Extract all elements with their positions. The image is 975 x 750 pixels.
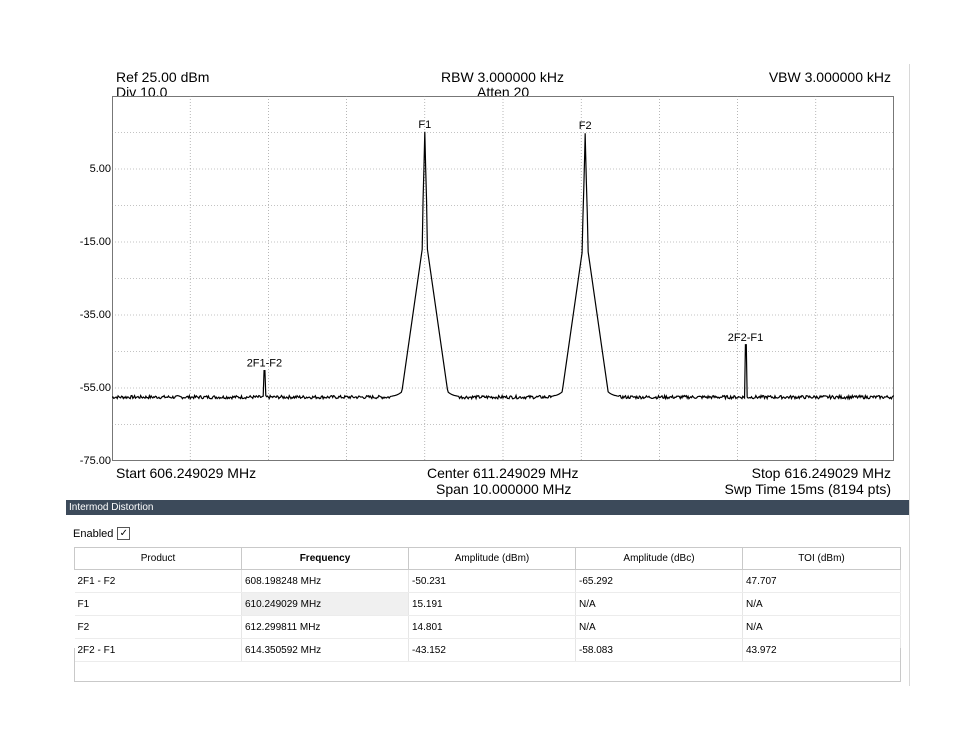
span-label: Span 10.000000 MHz — [436, 481, 572, 497]
spectrum-plot: 2F1-F2 F1 F2 2F2-F1 — [112, 96, 894, 461]
table-row[interactable]: F2 612.299811 MHz 14.801 N/A N/A — [74, 615, 901, 639]
cell-frequency: 614.350592 MHz — [241, 638, 409, 662]
panel-title: Intermod Distortion — [66, 500, 909, 515]
y-tick-label: -35.00 — [79, 309, 111, 321]
enabled-label: Enabled — [73, 527, 114, 540]
cell-amplitude-dbm: -43.152 — [408, 638, 576, 662]
vbw-label: VBW 3.000000 kHz — [768, 69, 891, 85]
col-frequency[interactable]: Frequency — [241, 547, 409, 570]
intermod-panel: Intermod Distortion Enabled ✓ Product Fr… — [66, 500, 909, 686]
cell-toi: N/A — [742, 615, 901, 639]
marker-label: 2F1-F2 — [247, 358, 282, 370]
cell-amplitude-dbm: -50.231 — [408, 569, 576, 593]
rbw-label: RBW 3.000000 kHz — [441, 69, 564, 85]
marker-label: F1 — [418, 119, 431, 131]
table-empty-area — [74, 648, 901, 682]
table-row[interactable]: 2F2 - F1 614.350592 MHz -43.152 -58.083 … — [74, 638, 901, 662]
intermod-table: Product Frequency Amplitude (dBm) Amplit… — [74, 547, 901, 662]
marker-label: F2 — [579, 120, 592, 132]
y-tick-label: -75.00 — [79, 455, 111, 467]
enabled-toggle[interactable]: Enabled ✓ — [73, 527, 131, 540]
cell-frequency: 608.198248 MHz — [241, 569, 409, 593]
col-product[interactable]: Product — [74, 547, 242, 570]
marker-group: 2F1-F2 F1 F2 2F2-F1 — [247, 119, 764, 370]
stop-freq: Stop 616.249029 MHz — [751, 465, 891, 481]
cell-product: 2F1 - F2 — [74, 569, 242, 593]
cell-amplitude-dbc: -58.083 — [575, 638, 743, 662]
cell-frequency: 610.249029 MHz — [241, 592, 409, 616]
cell-amplitude-dbc: N/A — [575, 592, 743, 616]
sweep-time: Swp Time 15ms (8194 pts) — [724, 481, 891, 497]
y-tick-label: -15.00 — [79, 236, 111, 248]
cell-amplitude-dbm: 15.191 — [408, 592, 576, 616]
cell-product: 2F2 - F1 — [74, 638, 242, 662]
cell-amplitude-dbc: -65.292 — [575, 569, 743, 593]
cell-product: F2 — [74, 615, 242, 639]
plot-grid — [112, 96, 894, 461]
cell-amplitude-dbc: N/A — [575, 615, 743, 639]
cell-amplitude-dbm: 14.801 — [408, 615, 576, 639]
cell-toi: 47.707 — [742, 569, 901, 593]
col-amplitude-dbc[interactable]: Amplitude (dBc) — [575, 547, 743, 570]
col-toi[interactable]: TOI (dBm) — [742, 547, 901, 570]
cell-toi: N/A — [742, 592, 901, 616]
enabled-checkbox[interactable]: ✓ — [117, 527, 131, 540]
table-row[interactable]: F1 610.249029 MHz 15.191 N/A N/A — [74, 592, 901, 616]
y-tick-label: -55.00 — [79, 382, 111, 394]
start-freq: Start 606.249029 MHz — [116, 465, 257, 481]
spectrum-trace — [112, 131, 894, 401]
center-freq: Center 611.249029 MHz — [427, 465, 579, 481]
cell-frequency: 612.299811 MHz — [241, 615, 409, 639]
cell-product: F1 — [74, 592, 242, 616]
marker-label: 2F2-F1 — [728, 332, 763, 344]
y-tick-label: 5.00 — [89, 163, 111, 175]
table-row[interactable]: 2F1 - F2 608.198248 MHz -50.231 -65.292 … — [74, 569, 901, 593]
col-amplitude-dbm[interactable]: Amplitude (dBm) — [408, 547, 576, 570]
table-header-row: Product Frequency Amplitude (dBm) Amplit… — [74, 547, 901, 570]
ref-level: Ref 25.00 dBm — [116, 69, 210, 85]
